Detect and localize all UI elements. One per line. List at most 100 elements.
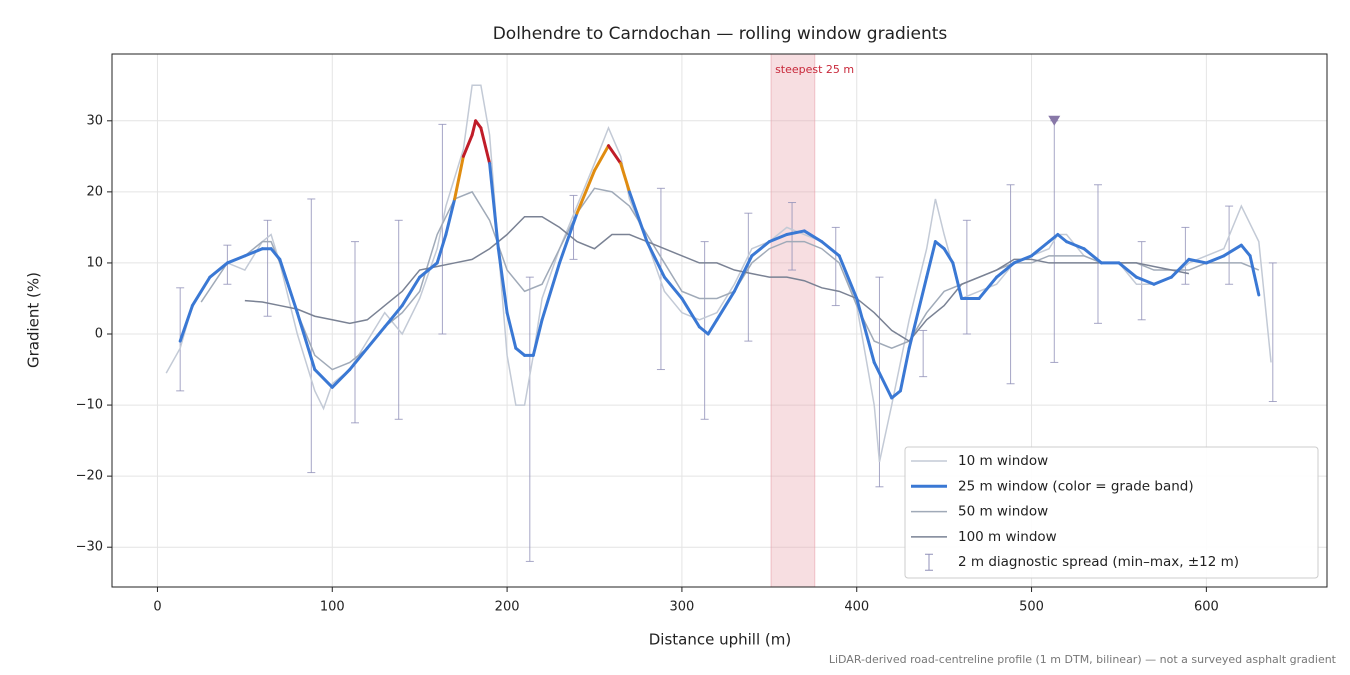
series-segment: [680, 296, 701, 329]
error-bar: [1093, 184, 1102, 324]
series-segment: [1082, 247, 1103, 265]
series-segment: [951, 261, 964, 300]
x-tick-label: 300: [669, 600, 694, 615]
series-segment: [1047, 233, 1060, 244]
series-segment: [225, 254, 247, 265]
y-tick-label: 0: [95, 327, 103, 342]
series-segment: [802, 229, 824, 244]
series-segment: [540, 261, 562, 322]
series-segment: [1152, 275, 1173, 286]
x-tick-label: 500: [1019, 600, 1044, 615]
y-tick-label: −30: [76, 540, 103, 555]
series-segment: [1012, 254, 1034, 265]
y-tick-label: −10: [76, 398, 103, 413]
series-segment: [1056, 233, 1069, 244]
series-segment: [295, 311, 317, 372]
series-segment: [208, 261, 229, 279]
series-segment: [348, 346, 369, 372]
series-segment: [933, 240, 946, 251]
error-bar: [307, 198, 316, 474]
series-segment: [1030, 240, 1051, 258]
series-segment: [593, 144, 610, 173]
x-axis-label: Distance uphill (m): [649, 631, 791, 649]
series-segment: [531, 318, 544, 357]
error-bar: [788, 202, 797, 271]
series-segment: [383, 304, 404, 329]
series-segment: [435, 233, 448, 265]
series-segment: [461, 133, 474, 158]
series-segment: [1239, 243, 1252, 258]
series-segment: [505, 311, 518, 350]
x-tick-label: 100: [320, 600, 345, 615]
series-segment: [444, 197, 457, 237]
error-bar: [831, 226, 840, 307]
series-segment: [662, 275, 684, 300]
series-segment: [1169, 257, 1191, 279]
peak-marker: [1048, 115, 1061, 126]
series-segment: [732, 254, 754, 293]
series-segment: [750, 240, 771, 258]
series-segment: [872, 360, 894, 400]
highlight-label: steepest 25 m: [775, 63, 854, 76]
y-tick-label: 30: [86, 113, 103, 128]
series-segment: [767, 233, 789, 244]
error-bar: [1181, 226, 1190, 285]
series-segment: [558, 211, 579, 265]
x-tick-label: 400: [844, 600, 869, 615]
legend-box: [904, 446, 1319, 579]
series-segment: [837, 254, 859, 300]
error-bar: [1225, 205, 1234, 285]
error-bar: [525, 276, 534, 562]
series-segment: [178, 304, 194, 343]
series-segment: [470, 119, 478, 137]
series-segment: [1065, 240, 1086, 251]
series-line: [244, 215, 1190, 343]
series-segment: [1204, 254, 1226, 265]
series-segment: [514, 346, 527, 357]
x-tick-label: 600: [1194, 600, 1219, 615]
series-segment: [400, 275, 422, 308]
series-segment: [418, 261, 439, 279]
series-segment: [606, 144, 623, 165]
error-bar: [962, 219, 971, 335]
series-segment: [278, 257, 299, 315]
series-segment: [269, 247, 282, 261]
series-segment: [785, 229, 806, 237]
series-segment: [1187, 257, 1208, 265]
legend-swatch: [925, 553, 933, 571]
series-segment: [925, 240, 937, 279]
series-segment: [942, 247, 955, 265]
series-segment: [977, 275, 999, 300]
series-segment: [820, 240, 841, 258]
series-segment: [1134, 275, 1156, 286]
series-segment: [496, 247, 509, 315]
series-segment: [907, 275, 929, 350]
error-bar: [656, 187, 665, 371]
error-bar: [351, 241, 359, 424]
error-bar: [1268, 262, 1277, 403]
plot-frame: [111, 53, 1328, 588]
footnote: LiDAR-derived road-centreline profile (1…: [829, 653, 1337, 666]
series-segment: [575, 169, 597, 215]
error-bar: [744, 212, 753, 342]
series-segment: [1248, 254, 1261, 297]
series-segment: [313, 368, 334, 389]
series-segment: [1222, 243, 1243, 258]
legend-label: 100 m window: [958, 529, 1057, 545]
error-bar: [919, 329, 928, 378]
series-segment: [365, 325, 387, 350]
legend-label: 25 m window (color = grade band): [958, 478, 1194, 494]
series-segment: [855, 296, 876, 364]
series-segment: [627, 190, 649, 244]
x-tick-label: 0: [153, 600, 161, 615]
series-segment: [890, 389, 902, 400]
legend-label: 50 m window: [958, 504, 1048, 520]
series-segment: [488, 161, 500, 251]
series-segment: [645, 240, 666, 279]
series-segment: [898, 346, 911, 393]
series-segment: [330, 368, 352, 389]
y-axis-label: Gradient (%): [25, 272, 43, 368]
error-bar: [263, 219, 272, 317]
legend-label: 2 m diagnostic spread (min–max, ±12 m): [958, 554, 1239, 570]
